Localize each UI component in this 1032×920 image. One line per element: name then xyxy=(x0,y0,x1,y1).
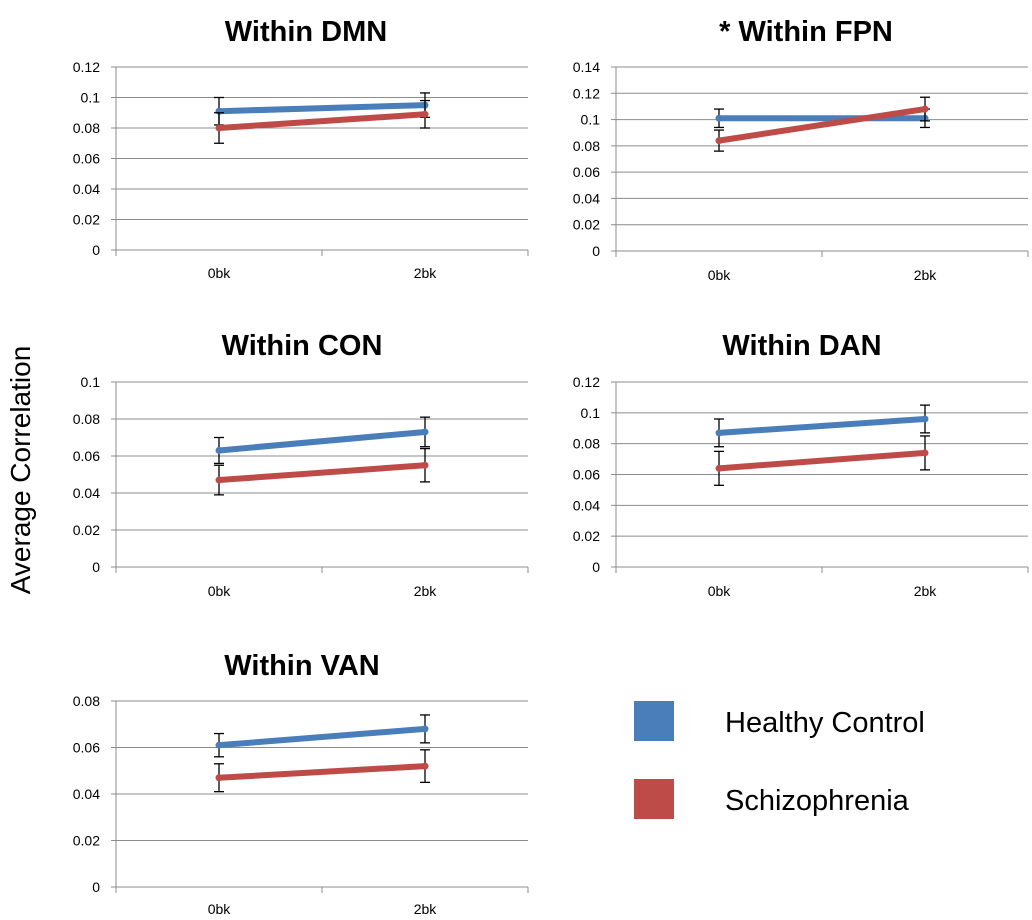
y-tick-label: 0.04 xyxy=(73,786,100,802)
data-point-schizophrenia xyxy=(921,105,929,113)
y-tick-label: 0.04 xyxy=(73,181,100,197)
y-tick-label: 0.08 xyxy=(73,411,100,427)
y-tick-label: 0 xyxy=(592,243,600,259)
data-point-healthy-control xyxy=(715,114,723,122)
y-tick-label: 0.14 xyxy=(573,59,600,75)
y-tick-label: 0 xyxy=(592,559,600,575)
chart-title: Within VAN xyxy=(224,650,379,682)
y-tick-label: 0.1 xyxy=(581,112,601,128)
y-tick-label: 0.04 xyxy=(73,485,100,501)
x-tick-label: 0bk xyxy=(208,583,232,599)
series-line-schizophrenia xyxy=(216,462,428,484)
data-point-schizophrenia xyxy=(715,137,723,145)
data-point-schizophrenia xyxy=(421,110,429,118)
y-tick-label: 0.06 xyxy=(573,164,600,180)
x-tick-label: 0bk xyxy=(208,901,232,917)
data-point-schizophrenia xyxy=(921,449,929,457)
data-point-schizophrenia xyxy=(421,762,429,770)
y-tick-label: 0.08 xyxy=(573,436,600,452)
data-point-schizophrenia xyxy=(215,124,223,132)
x-tick-label: 0bk xyxy=(208,265,232,281)
series-line-healthy-control xyxy=(216,102,428,115)
data-point-healthy-control xyxy=(921,415,929,423)
chart-panel-within-con: Within CON 0 0.02 0.04 0.06 0.08 0.1 0bk 2bk xyxy=(73,330,529,599)
y-tick-label: 0.02 xyxy=(573,217,600,233)
chart-panel-within-van: Within VAN 0 0.02 0.04 0.06 0.08 0bk 2bk xyxy=(73,650,529,917)
legend: Healthy Control Schizophrenia xyxy=(634,701,925,819)
series-line-schizophrenia xyxy=(216,763,428,781)
data-point-schizophrenia xyxy=(215,476,223,484)
chart-panel-within-fpn: * Within FPN 0 0.02 0.04 0.06 0.08 0.1 0.12 0.14… xyxy=(573,16,1029,283)
y-tick-label: 0.02 xyxy=(73,522,100,538)
series-line-healthy-control xyxy=(216,725,428,749)
y-tick-label: 0.06 xyxy=(73,151,100,167)
series-line-schizophrenia xyxy=(716,449,928,472)
y-tick-label: 0.08 xyxy=(73,120,100,136)
data-point-healthy-control xyxy=(215,446,223,454)
series-line-schizophrenia xyxy=(716,106,928,144)
chart-title: * Within FPN xyxy=(719,16,893,48)
chart-title: Within DAN xyxy=(722,330,881,362)
series-line-healthy-control xyxy=(716,416,928,436)
panels: Within DMN 0 0.02 0.04 0.06 0.08 0.1 0.12 0bk 2bk… xyxy=(73,16,1029,917)
chart-panel-within-dmn: Within DMN 0 0.02 0.04 0.06 0.08 0.1 0.12 0bk 2bk xyxy=(73,16,529,281)
y-tick-label: 0.08 xyxy=(73,693,100,709)
x-tick-label: 2bk xyxy=(914,267,938,283)
y-tick-label: 0.04 xyxy=(573,497,600,513)
data-point-schizophrenia xyxy=(421,461,429,469)
x-tick-label: 0bk xyxy=(708,583,732,599)
y-tick-label: 0.02 xyxy=(73,833,100,849)
chart-title: Within DMN xyxy=(225,16,387,48)
chart-title: Within CON xyxy=(222,330,383,362)
y-tick-label: 0 xyxy=(92,559,100,575)
data-point-schizophrenia xyxy=(715,464,723,472)
x-tick-label: 2bk xyxy=(414,901,438,917)
series-line-schizophrenia xyxy=(216,111,428,131)
y-tick-label: 0.12 xyxy=(73,59,100,75)
y-tick-label: 0 xyxy=(92,879,100,895)
y-tick-label: 0 xyxy=(92,242,100,258)
x-tick-label: 0bk xyxy=(708,267,732,283)
data-point-schizophrenia xyxy=(215,774,223,782)
y-tick-label: 0.06 xyxy=(73,448,100,464)
y-tick-label: 0.02 xyxy=(73,212,100,228)
y-tick-label: 0.04 xyxy=(573,190,600,206)
y-tick-label: 0.12 xyxy=(573,85,600,101)
x-tick-label: 2bk xyxy=(914,583,938,599)
y-tick-label: 0.02 xyxy=(573,528,600,544)
data-point-healthy-control xyxy=(421,428,429,436)
x-tick-label: 2bk xyxy=(414,265,438,281)
series-line-healthy-control xyxy=(216,428,428,454)
y-tick-label: 0.12 xyxy=(573,374,600,390)
x-tick-label: 2bk xyxy=(414,583,438,599)
data-point-healthy-control xyxy=(215,741,223,749)
y-tick-label: 0.08 xyxy=(573,138,600,154)
y-tick-label: 0.06 xyxy=(573,467,600,483)
y-tick-label: 0.1 xyxy=(81,374,101,390)
y-tick-label: 0.1 xyxy=(581,405,601,421)
legend-swatch-healthy-control xyxy=(634,701,674,741)
y-tick-label: 0.1 xyxy=(81,90,101,106)
legend-label-schizophrenia: Schizophrenia xyxy=(725,785,910,817)
y-axis-label: Average Correlation xyxy=(5,346,36,595)
legend-swatch-schizophrenia xyxy=(634,779,674,819)
y-tick-label: 0.06 xyxy=(73,740,100,756)
legend-label-healthy-control: Healthy Control xyxy=(725,707,925,739)
chart-panel-within-dan: Within DAN 0 0.02 0.04 0.06 0.08 0.1 0.12 0bk 2bk xyxy=(573,330,1029,599)
data-point-healthy-control xyxy=(421,725,429,733)
data-point-healthy-control xyxy=(715,429,723,437)
